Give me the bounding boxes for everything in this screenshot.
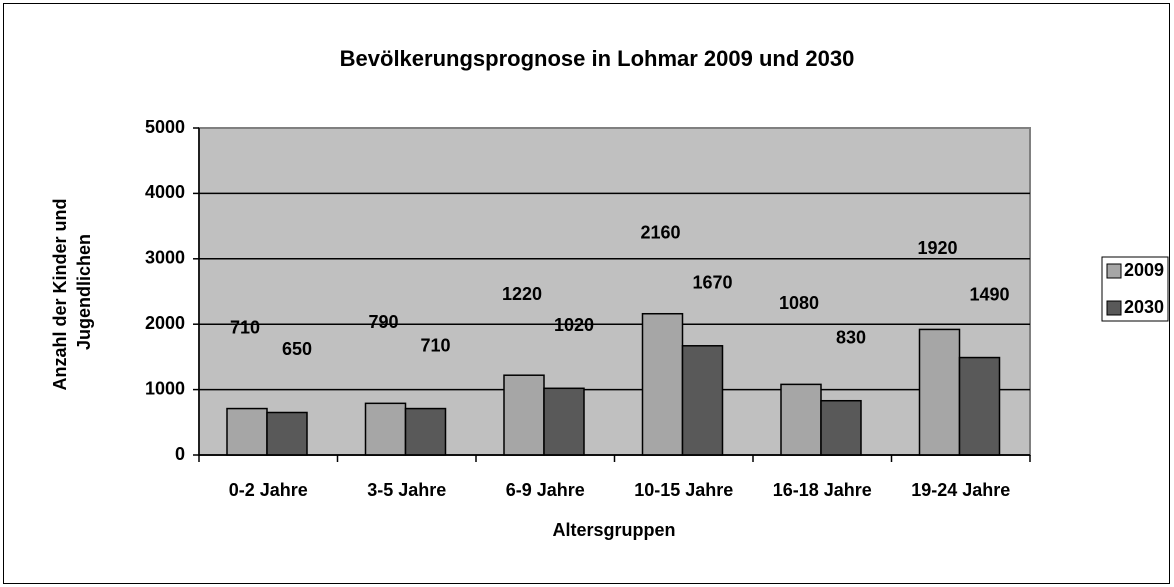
bar bbox=[404, 407, 447, 456]
data-label: 710 bbox=[230, 317, 260, 337]
y-tick-label: 0 bbox=[175, 444, 185, 464]
data-label: 1670 bbox=[692, 273, 732, 293]
data-label: 2160 bbox=[640, 222, 680, 242]
bar bbox=[641, 312, 684, 456]
x-tick-label: 10-15 Jahre bbox=[634, 480, 733, 500]
legend-swatch bbox=[1106, 300, 1122, 316]
plot-area bbox=[198, 127, 1031, 456]
bar bbox=[681, 345, 724, 456]
data-label: 1020 bbox=[554, 315, 594, 335]
bar bbox=[820, 399, 862, 456]
data-label: 1490 bbox=[969, 284, 1009, 304]
x-axis-title: Altersgruppen bbox=[552, 520, 675, 540]
bar bbox=[543, 387, 585, 456]
x-tick-label: 6-9 Jahre bbox=[506, 480, 585, 500]
y-tick-label: 3000 bbox=[145, 248, 185, 268]
legend-label: 2009 bbox=[1124, 260, 1164, 280]
legend-label: 2030 bbox=[1124, 297, 1164, 317]
x-tick-label: 19-24 Jahre bbox=[911, 480, 1010, 500]
data-label: 830 bbox=[836, 327, 866, 347]
chart-title: Bevölkerungsprognose in Lohmar 2009 und … bbox=[340, 46, 855, 71]
y-tick-label: 5000 bbox=[145, 117, 185, 137]
bar bbox=[364, 402, 407, 456]
bar bbox=[780, 383, 822, 456]
data-label: 1220 bbox=[502, 284, 542, 304]
bar bbox=[958, 356, 1001, 456]
bar bbox=[226, 407, 268, 456]
x-tick-label: 0-2 Jahre bbox=[229, 480, 308, 500]
data-label: 1920 bbox=[917, 238, 957, 258]
data-label: 1080 bbox=[779, 293, 819, 313]
bar bbox=[918, 328, 961, 456]
data-label: 650 bbox=[282, 339, 312, 359]
x-tick-label: 3-5 Jahre bbox=[367, 480, 446, 500]
data-label: 790 bbox=[368, 312, 398, 332]
bar bbox=[266, 411, 308, 456]
y-tick-label: 2000 bbox=[145, 313, 185, 333]
legend-swatch bbox=[1106, 263, 1122, 279]
y-axis-title: Anzahl der Kinder und Jugendlichen bbox=[50, 193, 94, 390]
y-tick-label: 4000 bbox=[145, 182, 185, 202]
x-tick-label: 16-18 Jahre bbox=[773, 480, 872, 500]
data-label: 710 bbox=[420, 335, 450, 355]
bar bbox=[503, 374, 545, 456]
y-tick-label: 1000 bbox=[145, 378, 185, 398]
